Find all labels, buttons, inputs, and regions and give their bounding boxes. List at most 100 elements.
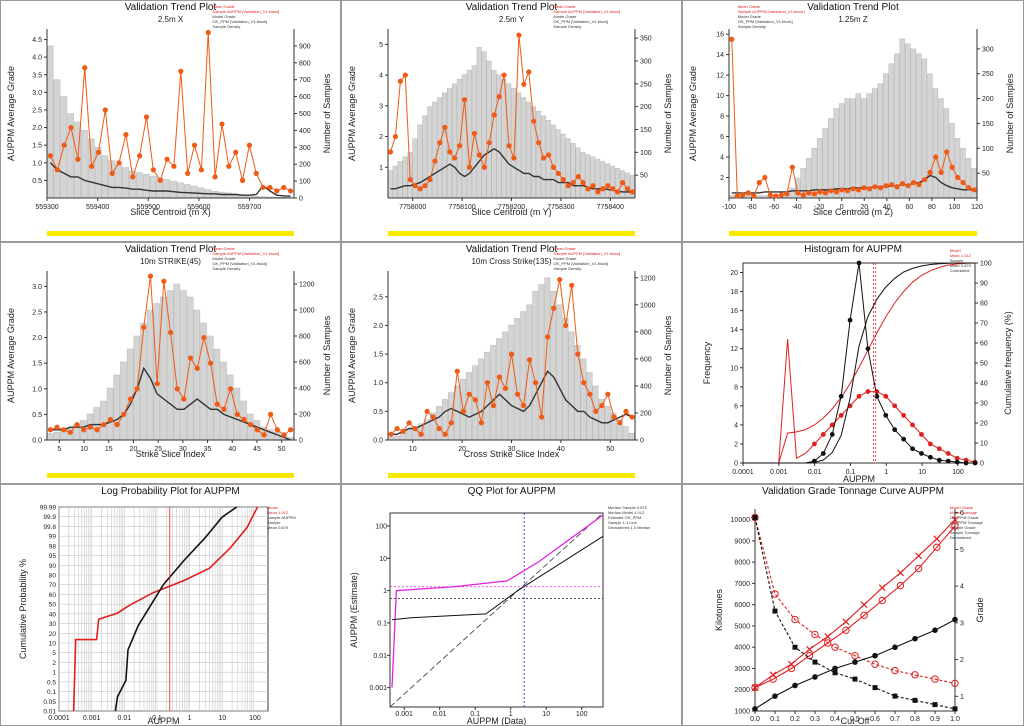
y-tick-label: 0.1	[377, 620, 387, 627]
sample-count-bar	[126, 348, 134, 441]
frequency-point	[874, 393, 880, 399]
sample-count-bar	[435, 405, 442, 441]
sample-count-bar	[490, 345, 497, 441]
y2-tick-label: 30	[980, 401, 988, 408]
sample-grade-point	[454, 368, 460, 374]
chart-title: Validation Trend Plot	[465, 244, 558, 255]
sample-grade-point	[822, 190, 829, 196]
okppm-grade-point	[787, 664, 796, 673]
x-tick-label: 559700	[238, 204, 261, 211]
sample-tonnage-point	[752, 515, 758, 521]
sample-count-bar	[81, 130, 88, 199]
sample-grade-point	[605, 183, 611, 189]
y-tick-label: 1	[52, 670, 56, 677]
sample-grade-point	[260, 184, 266, 191]
x-tick-label: 0.2	[790, 716, 800, 723]
y-tick-label: 6	[720, 134, 724, 141]
sample-grade-point	[427, 176, 433, 183]
sample-count-bar	[605, 163, 611, 199]
sample-grade-point	[806, 190, 812, 196]
sample-grade-point	[150, 167, 156, 173]
x-tick-label: 100	[952, 469, 964, 476]
sample-grade-point	[828, 188, 834, 194]
sample-grade-point	[888, 182, 895, 188]
sample-grade-point	[872, 184, 878, 190]
x-tick-label: 30	[508, 446, 516, 453]
sample-grade-point	[740, 192, 746, 198]
legend-entry: Sample AUPPM [Validation_V1.block]	[212, 9, 280, 14]
sample-count-bar	[53, 79, 61, 199]
y-tick-label: 1.5	[373, 352, 383, 359]
y-tick-label: 5	[379, 42, 383, 49]
sample-count-bar	[456, 78, 462, 199]
sample-grade-point	[234, 411, 240, 417]
y-tick-label: 1.0	[32, 386, 42, 393]
sample-grade-point	[496, 94, 502, 100]
legend-entry: Declustered	[949, 535, 972, 540]
model-grade-point	[824, 633, 832, 641]
sample-grade-point	[94, 427, 100, 433]
x-tick-label: 0.0001	[732, 469, 754, 476]
y-tick-label: 0.01	[373, 653, 387, 660]
legend-entry: Sample	[266, 520, 281, 525]
sample-grade-point	[61, 142, 67, 148]
sample-grade-point	[952, 616, 958, 623]
x-tick-label: 100	[576, 711, 588, 718]
y-tick-label: 2.0	[373, 323, 383, 330]
sample-count-bar	[442, 92, 448, 199]
y-tick-label: 2.5	[32, 107, 42, 114]
chart-legend: Median Sample 0.875 Median Model 1.012 Est…	[608, 505, 650, 530]
y-tick-label: 18	[730, 289, 738, 296]
sample-grade-point	[605, 391, 611, 397]
frequency-point	[883, 412, 889, 418]
sample-count-bar	[225, 192, 232, 199]
y-tick-label: 0.05	[43, 699, 56, 706]
sample-grade-point	[817, 189, 823, 195]
sample-grade-point	[164, 156, 170, 162]
chart-legend: Mean Grade Sample AUPPM [Validation_V1.bl…	[553, 4, 620, 29]
y2-tick-label: 20	[980, 421, 988, 428]
x-tick-label: -80	[746, 204, 756, 211]
sample-grade-point	[866, 186, 873, 192]
sample-count-bar	[827, 118, 834, 199]
chart-panel: Validation Trend Plot 2.5m X Mean Grade Sam…	[0, 0, 341, 242]
sample-grade-point	[54, 424, 60, 430]
x-tick-label: 0.9	[930, 716, 940, 723]
y-tick-label: 14	[716, 52, 724, 59]
y-tick-label: 5	[52, 650, 56, 657]
sample-grade-point	[599, 403, 605, 409]
x-axis-label: Cut-Off	[841, 716, 870, 726]
y-tick-label: 20	[730, 270, 738, 277]
x-tick-label: 10	[409, 446, 417, 453]
legend-entry: Mean Grade	[212, 246, 235, 251]
y-tick-label: 1.0	[32, 160, 42, 167]
sample-count-bar	[122, 167, 129, 199]
model-grade-line	[49, 162, 291, 197]
y2-tick-label: 250	[640, 81, 652, 88]
frequency-point	[919, 432, 924, 437]
sample-grade-point	[207, 360, 214, 366]
chart-panel: Histogram for AUPPM Model Mean 1.012 Sample…	[682, 242, 1024, 484]
chart-legend: Model Mean 1.012 Sample Mean 0.875 Cumulativ…	[950, 248, 971, 273]
sample-count-bar	[226, 374, 234, 441]
y-tick-label: 2.0	[32, 335, 42, 342]
sample-grade-point	[484, 380, 491, 386]
sample-grade-point	[734, 193, 740, 199]
model-tonnage-point	[931, 675, 939, 683]
sample-grade-point	[422, 183, 428, 189]
y-tick-label: 12	[730, 346, 738, 353]
sample-grade-point	[87, 424, 93, 430]
x-tick-label: 0.01	[433, 711, 447, 718]
sample-count-bar	[447, 392, 454, 441]
legend-entry: Model Grade	[553, 14, 577, 19]
chart-title: QQ Plot for AUPPM	[467, 486, 556, 497]
sample-count-bar	[432, 101, 438, 199]
sample-grade-point	[508, 351, 515, 357]
sample-count-bar	[472, 365, 479, 441]
chart-panel: QQ Plot for AUPPM Median Sample 0.875 Medi…	[341, 484, 682, 726]
sample-grade-point	[417, 186, 423, 192]
x-tick-label: 20	[130, 446, 138, 453]
frequency-point	[936, 446, 942, 452]
y2-tick-label: 400	[299, 128, 311, 135]
